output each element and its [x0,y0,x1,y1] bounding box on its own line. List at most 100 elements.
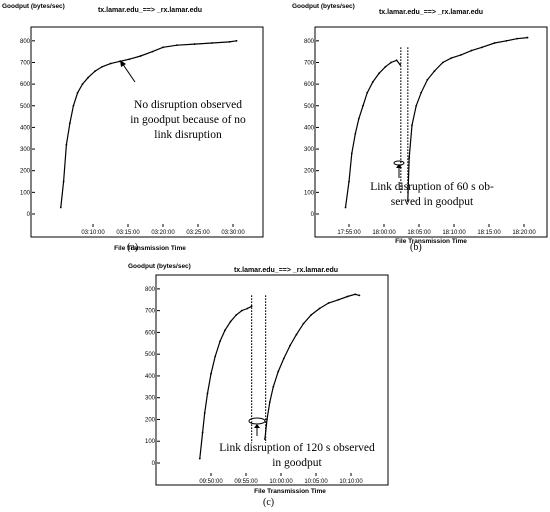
panel-a-data-point [69,122,71,124]
panel-a-annotation-line-3: link disruption [154,129,222,141]
panel-a-x-tick-label: 03:20:00 [151,230,175,236]
panel-c-data-point [295,333,298,336]
panel-a-data-point [139,55,142,57]
panel-b-y-tick-label: 700 [304,60,315,66]
panel-c-data-point [250,305,253,308]
panel-b-title: tx.lamar.edu_==> _rx.lamar.edu [379,9,483,16]
panel-b-data-point [526,36,529,39]
panel-c-data-point [358,294,361,297]
panel-b-x-tick-label: 18:05:00 [407,230,431,236]
panel-b-y-tick-label: 300 [304,147,315,153]
panel-b-data-point [408,156,411,159]
panel-b-caption: (b) [410,242,422,253]
panel-b-data-point [344,206,347,209]
panel-b-data-point [493,42,496,44]
panel-a-ylabel: Goodput (bytes/sec) [2,3,65,10]
panel-a-data-point [228,41,231,43]
panel-c-data-point [224,329,226,332]
panel-c-data-point [310,314,312,316]
panel-c-xlabel: File Transmission Time [254,488,326,495]
panel-b-data-point [390,61,392,64]
panel-c-data-point [318,307,321,310]
panel-a-frame [30,26,264,238]
panel-b-annotation-line-2: served in goodput [391,196,474,208]
panel-a-data-point [162,46,164,49]
panel-b-data-point [433,70,436,73]
panel-b-data-point [406,200,409,202]
panel-b-series-line [407,37,528,202]
panel-c-data-point [229,320,232,323]
panel-c-data-point [246,307,249,310]
panel-c-data-point [203,412,206,414]
panel-b-x-tick-label: 18:20:00 [512,230,536,236]
panel-c-data-point [264,438,266,440]
panel-a-xlabel: File Transmission Time [114,245,186,252]
panel-b-data-point [357,117,360,120]
panel-b-y-tick-label: 400 [304,125,315,131]
panel-a-data-point [76,91,79,94]
panel-c-data-point [210,372,212,375]
panel-c-data-point [240,309,243,312]
panel-a-title: tx.lamar.edu_==> _rx.lamar.edu [98,7,202,14]
panel-c-annotation-line-1: Link disruption of 120 s observed [219,442,375,454]
panel-a-data-point [101,65,103,68]
panel-a-y-tick-label: 0 [27,212,31,218]
panel-c-y-tick-label: 100 [145,439,156,445]
panel-a-annotation: No disruption observed in goodput becaus… [120,60,246,141]
panel-a-caption: (a) [127,242,138,253]
panel-c-x-tick-label: 09:55:00 [234,479,258,485]
panel-a-data-point [235,39,238,42]
panel-c-ylabel: Goodput (bytes/sec) [128,263,191,270]
panel-b-x-tick-label: 18:00:00 [372,230,396,236]
panel-c-data-point [235,314,238,316]
panel-b-y-tick-label: 200 [304,169,315,175]
panel-c-y-ticks: 0 100 200 300 400 500 600 700 800 [145,287,160,467]
panel-a-y-tick-label: 500 [20,104,31,110]
panel-c-y-tick-label: 300 [145,396,156,402]
panel-a-y-tick-label: 300 [20,147,31,153]
panel-c-y-tick-label: 800 [145,287,156,293]
panel-b-data-point [362,104,364,107]
panel-a-data-point [62,180,65,183]
panel-c-data-point [289,344,291,347]
panel-b-xlabel: File Transmission Time [395,238,467,245]
panel-b-data-point [470,49,473,52]
panel-a-data-point [87,76,89,79]
panel-c-data-point [302,322,305,325]
panel-a-y-tick-label: 200 [20,169,31,175]
panel-b-y-tick-label: 800 [304,39,315,45]
panel-c-data-point [198,457,201,460]
panel-b-frame [314,26,548,238]
panel-b-data-point [441,61,444,64]
panel-b-x-tick-label: 17:55:00 [337,230,361,236]
panel-a-y-tick-label: 700 [20,60,31,66]
panel-a-y-tick-label: 400 [20,125,31,131]
panel-a-y-ticks: 0 100 200 300 400 500 600 700 800 [20,39,35,218]
panel-b-y-tick-label: 100 [304,190,315,196]
panel-a-data-point [72,104,75,107]
panel-c-caption: (c) [263,497,274,508]
panel-c-series-line [264,293,360,440]
panel-b-data-point [411,124,413,127]
panel-b-data-point [371,81,374,83]
panel-b-y-tick-label: 600 [304,82,315,88]
panel-b-data-point [350,152,353,155]
panel-c-data-point [219,340,222,343]
panel-a-y-tick-label: 800 [20,39,31,45]
panel-a-x-tick-label: 03:30:00 [221,230,245,236]
panel-b-data-point [460,53,462,56]
panel-c-data-point [201,431,204,434]
panel-a-data-point [128,58,131,61]
panel-a-data-point [151,50,154,53]
panel-b: Goodput (bytes/sec) tx.lamar.edu_==> _rx… [292,3,548,253]
panel-a-data-point [65,143,68,146]
panel-b-data-point [399,63,401,66]
panel-c-annotation: Link disruption of 120 s observed in goo… [219,417,375,469]
panel-a-annotation-line-2: in goodput because of no [130,114,246,126]
panel-c-y-tick-label: 200 [145,417,156,423]
panel-b-data-point [450,57,453,60]
panel-c-data-point [266,418,268,421]
panel-c-disruption [251,295,267,443]
panel-b-x-tick-label: 18:10:00 [442,230,466,236]
panel-b-data-point [420,91,422,94]
